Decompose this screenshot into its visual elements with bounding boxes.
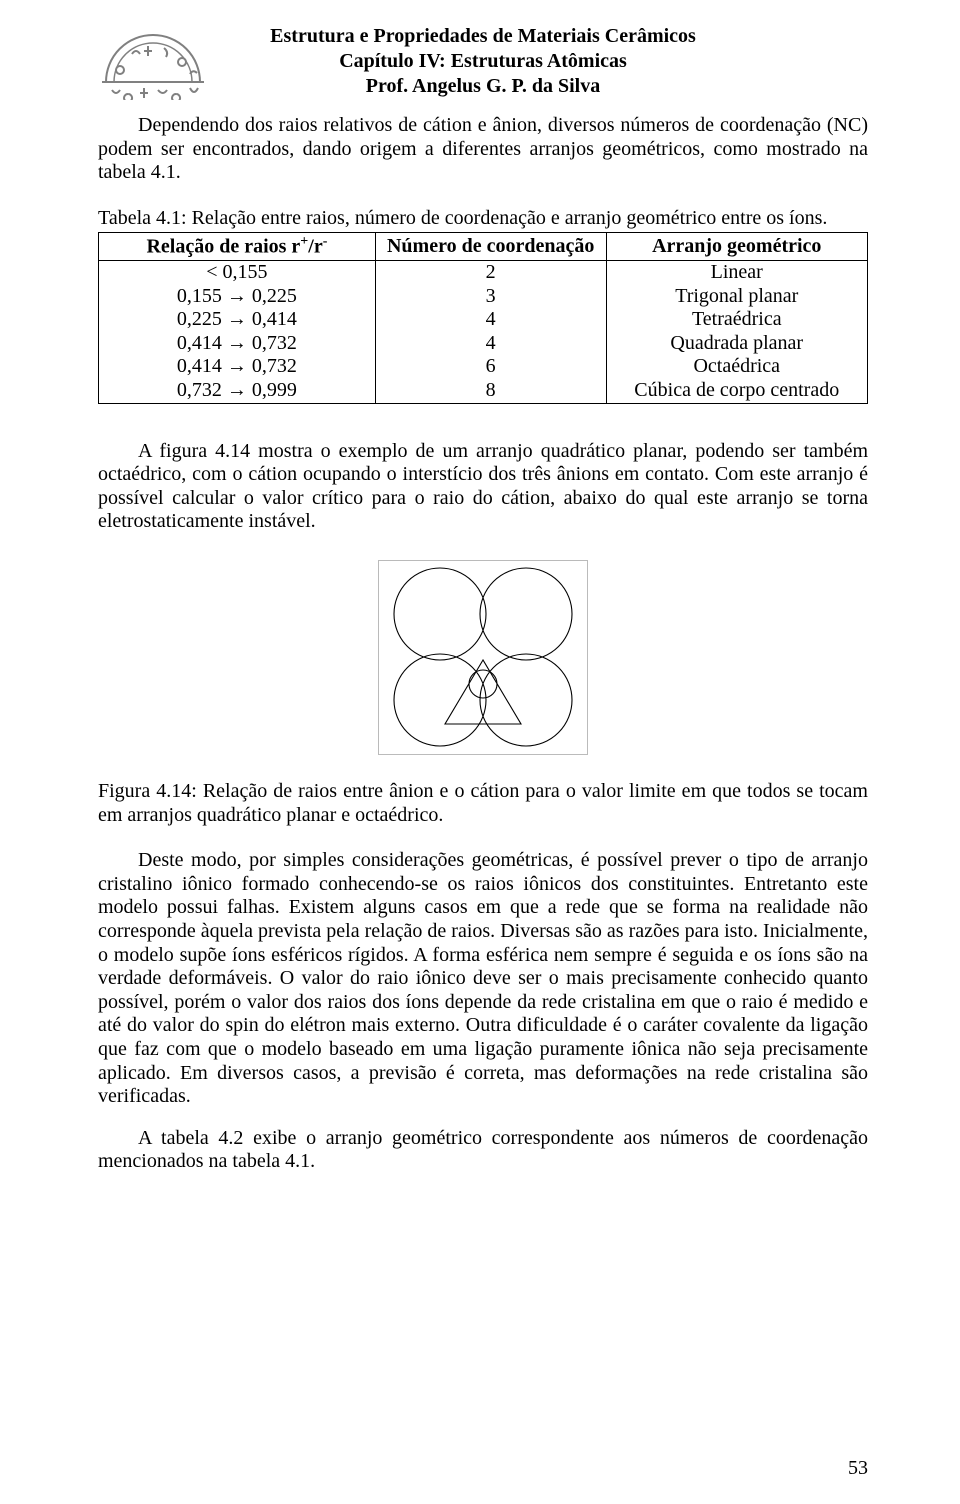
- table-row: 0,414 → 0,7326Octaédrica: [99, 355, 868, 379]
- table-cell: Octaédrica: [606, 355, 867, 379]
- col-header-ratio: Relação de raios r+/r-: [99, 233, 376, 261]
- table-caption: Tabela 4.1: Relação entre raios, número …: [98, 207, 868, 231]
- table-cell: Trigonal planar: [606, 285, 867, 309]
- table-header-row: Relação de raios r+/r- Número de coorden…: [99, 233, 868, 261]
- table-cell: 4: [375, 308, 606, 332]
- paragraph-2: A figura 4.14 mostra o exemplo de um arr…: [98, 440, 868, 534]
- table-row: 0,225 → 0,4144Tetraédrica: [99, 308, 868, 332]
- intro-paragraph: Dependendo dos raios relativos de cátion…: [98, 114, 868, 185]
- table-cell: 0,414 → 0,732: [99, 332, 376, 356]
- table-cell: 4: [375, 332, 606, 356]
- table-cell: Linear: [606, 261, 867, 285]
- table-cell: < 0,155: [99, 261, 376, 285]
- table-row: < 0,1552Linear: [99, 261, 868, 285]
- table-cell: 0,414 → 0,732: [99, 355, 376, 379]
- figure-caption: Figura 4.14: Relação de raios entre ânio…: [98, 780, 868, 827]
- paragraph-4: A tabela 4.2 exibe o arranjo geométrico …: [98, 1127, 868, 1174]
- header-title-2: Capítulo IV: Estruturas Atômicas: [98, 49, 868, 74]
- table-row: 0,414 → 0,7324Quadrada planar: [99, 332, 868, 356]
- paragraph-3: Deste modo, por simples considerações ge…: [98, 849, 868, 1109]
- table-cell: 0,732 → 0,999: [99, 379, 376, 403]
- col-header-geom: Arranjo geométrico: [606, 233, 867, 261]
- table-row: 0,732 → 0,9998Cúbica de corpo centrado: [99, 379, 868, 403]
- table-cell: Quadrada planar: [606, 332, 867, 356]
- header-title-3: Prof. Angelus G. P. da Silva: [98, 74, 868, 99]
- table-cell: 0,155 → 0,225: [99, 285, 376, 309]
- header-title-1: Estrutura e Propriedades de Materiais Ce…: [98, 24, 868, 49]
- table-cell: Tetraédrica: [606, 308, 867, 332]
- table-cell: 2: [375, 261, 606, 285]
- table-cell: Cúbica de corpo centrado: [606, 379, 867, 403]
- table-cell: 0,225 → 0,414: [99, 308, 376, 332]
- table-cell: 3: [375, 285, 606, 309]
- coordination-table: Relação de raios r+/r- Número de coorden…: [98, 232, 868, 403]
- table-cell: 8: [375, 379, 606, 403]
- table-row: 0,155 → 0,2253Trigonal planar: [99, 285, 868, 309]
- table-cell: 6: [375, 355, 606, 379]
- figure-4-14: [98, 560, 868, 760]
- page-header: Estrutura e Propriedades de Materiais Ce…: [98, 24, 868, 100]
- col-header-cn: Número de coordenação: [375, 233, 606, 261]
- page-number: 53: [848, 1457, 868, 1480]
